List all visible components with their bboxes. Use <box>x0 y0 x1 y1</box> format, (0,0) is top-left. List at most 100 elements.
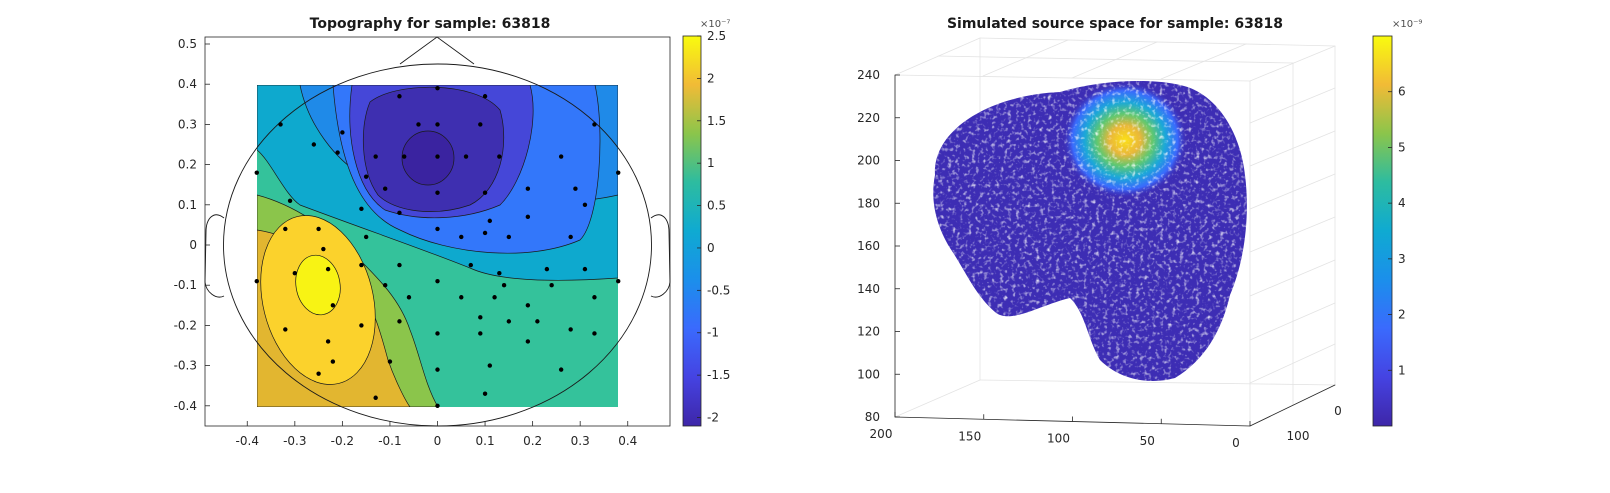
electrode-dot <box>340 130 345 135</box>
electrode-dot <box>330 303 336 308</box>
electrode-dot <box>311 142 317 147</box>
y-tick-label: 0.2 <box>178 158 197 172</box>
electrode-dot <box>482 230 488 236</box>
electrode-dot <box>382 186 388 191</box>
colorbar-tick-label: 1 <box>1398 363 1406 377</box>
z-tick-label: 120 <box>857 325 880 339</box>
electrode-dot <box>616 170 621 175</box>
colorbar-tick-label: 3 <box>1398 252 1406 266</box>
source-colorbar-gradient <box>1372 35 1393 427</box>
electrode-dot <box>463 154 469 159</box>
x-tick-label: 0 <box>1232 436 1240 450</box>
electrode-dot <box>616 278 621 284</box>
electrode-dot <box>487 218 493 224</box>
x-tick-label: 0.1 <box>476 434 495 448</box>
electrode-dot <box>359 262 364 268</box>
y-tick-label: 0 <box>189 238 197 252</box>
electrode-dot <box>397 262 402 268</box>
electrode-dot <box>316 226 321 232</box>
electrode-dot <box>478 122 483 127</box>
electrode-dot <box>573 186 578 191</box>
electrode-dot <box>525 339 531 344</box>
electrode-dot <box>435 154 440 159</box>
z-tick-label: 80 <box>865 410 880 424</box>
topography-y-axis: 0.5 0.4 0.3 0.2 0.1 0 -0.1 -0.2 -0.3 -0.4 <box>174 37 210 413</box>
electrode-dot <box>363 174 369 179</box>
electrode-dot <box>254 278 259 284</box>
electrode-dot <box>525 214 531 220</box>
electrode-dot <box>435 190 440 195</box>
electrode-dot <box>292 270 298 276</box>
electrode-dot <box>482 190 488 195</box>
x-tick-label: -0.2 <box>331 434 354 448</box>
electrode-dot <box>468 262 473 268</box>
electrode-dot <box>373 154 378 159</box>
electrode-dot <box>359 323 364 328</box>
topography-panel: Topography for sample: 63818 -0.4 -0.3 -0.… <box>174 16 731 448</box>
z-tick-label: 140 <box>857 282 880 296</box>
electrode-dot <box>558 367 564 372</box>
electrode-dot <box>397 210 402 216</box>
nose-icon <box>399 36 475 65</box>
electrode-dot <box>397 94 402 99</box>
electrode-dot <box>459 295 464 300</box>
x-tick-label: -0.4 <box>236 434 259 448</box>
electrode-dot <box>525 303 531 308</box>
electrode-dot <box>492 295 497 300</box>
z-tick-label: 160 <box>857 239 880 253</box>
right-ear-icon <box>650 214 671 298</box>
colorbar-tick-label: 4 <box>1398 196 1406 210</box>
electrode-dot <box>435 403 440 408</box>
y-tick-label: 0.4 <box>178 77 197 91</box>
electrode-dot <box>592 331 597 336</box>
electrode-dot <box>568 234 573 240</box>
electrode-dot <box>283 327 288 332</box>
electrode-dot <box>501 283 507 288</box>
colorbar-tick-label: 6 <box>1398 85 1406 99</box>
electrode-dot <box>525 186 531 191</box>
colorbar-tick-label: 2.5 <box>707 29 726 43</box>
electrode-dot <box>592 122 597 127</box>
electrode-dot <box>321 246 326 252</box>
3d-axes-box <box>894 37 1336 427</box>
x-tick-label: -0.3 <box>283 434 306 448</box>
electrode-dot <box>582 266 588 272</box>
electrode-dot <box>397 319 402 324</box>
source-y-axis: 0 100 <box>1287 404 1342 443</box>
electrode-dot <box>582 202 588 207</box>
colorbar-tick-label: 0.5 <box>707 199 726 213</box>
x-tick-label: -0.1 <box>378 434 401 448</box>
source-colorbar: ×10⁻⁹ 6 5 4 3 2 1 <box>1372 19 1422 427</box>
left-ear-icon <box>204 214 225 298</box>
z-tick-label: 240 <box>857 68 880 82</box>
electrode-dot <box>278 122 283 127</box>
electrode-dot <box>592 295 597 300</box>
x-tick-label: 100 <box>1047 432 1070 446</box>
colorbar-tick-label: 2 <box>707 71 715 85</box>
electrode-dot <box>568 327 573 332</box>
electrode-dot <box>544 266 550 272</box>
source-space-title: Simulated source space for sample: 63818 <box>947 16 1283 32</box>
y-tick-label: -0.3 <box>174 359 197 373</box>
electrode-dot <box>558 154 564 159</box>
electrode-dot <box>325 266 331 272</box>
colorbar-tick-label: -1 <box>707 326 719 340</box>
y-tick-label: 0.3 <box>178 117 197 131</box>
topography-x-axis: -0.4 -0.3 -0.2 -0.1 0 0.1 0.2 0.3 0.4 <box>236 421 637 448</box>
topography-colorbar-exponent: ×10⁻⁷ <box>700 19 730 30</box>
electrode-dot <box>478 331 483 336</box>
y-tick-label: 0.1 <box>178 198 197 212</box>
electrode-dot <box>435 122 440 127</box>
electrode-dot <box>497 270 502 276</box>
electrode-dot <box>287 198 293 203</box>
electrode-dot <box>478 315 483 320</box>
colorbar-tick-label: 1 <box>707 156 715 170</box>
x-tick-label: 200 <box>870 427 893 441</box>
electrode-dot <box>283 226 288 232</box>
electrode-dot <box>316 371 321 376</box>
z-tick-label: 180 <box>857 196 880 210</box>
electrode-dot <box>382 283 388 288</box>
colorbar-tick-label: -2 <box>707 411 719 425</box>
source-point-cloud <box>933 80 1247 381</box>
y-tick-label: -0.2 <box>174 318 197 332</box>
